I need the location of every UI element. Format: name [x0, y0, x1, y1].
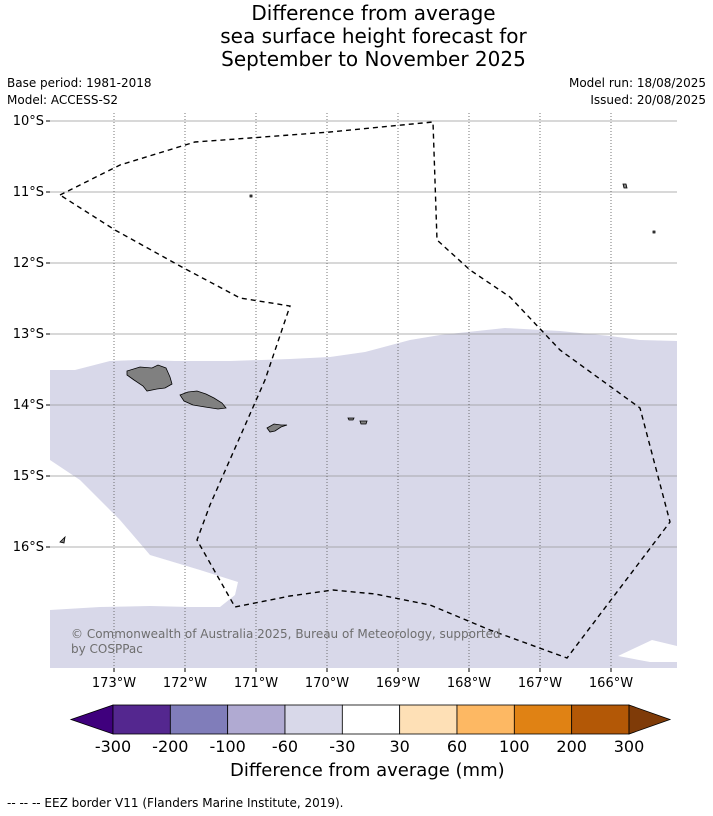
eez-footnote: -- -- -- EEZ border V11 (Flanders Marine… [7, 796, 344, 810]
meta-right: Model run: 18/08/2025 Issued: 20/08/2025 [569, 75, 706, 109]
island-tokelau [622, 183, 628, 189]
lat-labels: 10°S 11°S 12°S 13°S 14°S 15°S 16°S [13, 114, 44, 555]
colorbar-segment [169, 704, 229, 735]
colorbar-extend-low [69, 704, 114, 735]
title-line-1: Difference from average [251, 1, 496, 25]
colorbar [69, 704, 672, 735]
copyright: © Commonwealth of Australia 2025, Bureau… [71, 627, 501, 656]
colorbar-segment [456, 704, 515, 735]
chart-title: Difference from average sea surface heig… [0, 2, 713, 71]
issued-date: Issued: 20/08/2025 [590, 93, 706, 107]
lon-label-169w: 169°W [376, 676, 420, 691]
island-savaii [126, 364, 173, 392]
lon-label-172w: 172°W [163, 676, 207, 691]
colorbar-tick-label: -200 [152, 737, 188, 756]
colorbar-segment [571, 704, 630, 735]
title-line-2: sea surface height forecast for [220, 24, 527, 48]
lat-label-15s: 15°S [13, 469, 44, 484]
axis-ticks [46, 120, 612, 672]
colorbar-title: Difference from average (mm) [230, 760, 505, 781]
meta-left: Base period: 1981-2018 Model: ACCESS-S2 [7, 75, 152, 109]
lat-label-12s: 12°S [13, 256, 44, 271]
lon-label-167w: 167°W [518, 676, 562, 691]
lat-gridlines [50, 120, 677, 548]
colorbar-segment [284, 704, 343, 735]
lon-labels: 173°W 172°W 171°W 170°W 169°W 168°W 167°… [92, 676, 633, 691]
colorbar-segment [112, 704, 171, 735]
lon-label-170w: 170°W [305, 676, 349, 691]
colorbar-tick-label: 300 [614, 737, 645, 756]
eez-borders [58, 121, 671, 659]
base-period: Base period: 1981-2018 [7, 76, 152, 90]
colorbar-segment [399, 704, 458, 735]
colorbar-ticks: -300 -200 -100 -60 -30 30 60 100 200 300 [95, 737, 644, 756]
islands [59, 183, 656, 544]
model-name: Model: ACCESS-S2 [7, 93, 119, 107]
lon-label-166w: 166°W [589, 676, 633, 691]
copyright-line-2: by COSPPac [71, 642, 143, 656]
colorbar-tick-label: -300 [95, 737, 131, 756]
island-tutuila [266, 423, 288, 433]
colorbar-extend-high [628, 704, 672, 735]
lon-label-168w: 168°W [447, 676, 491, 691]
model-run: Model run: 18/08/2025 [568, 76, 706, 90]
lon-gridlines [113, 113, 612, 668]
island-swains [249, 194, 253, 198]
lon-label-173w: 173°W [92, 676, 136, 691]
colorbar-tick-label: -30 [329, 737, 355, 756]
island-small-east [652, 230, 656, 234]
island-small-west [59, 535, 66, 544]
sea-surface-field [50, 328, 677, 668]
colorbar-tick-label: -100 [210, 737, 246, 756]
colorbar-segment [227, 704, 286, 735]
lon-label-171w: 171°W [234, 676, 278, 691]
title-line-3: September to November 2025 [221, 47, 526, 71]
lat-label-10s: 10°S [13, 114, 44, 129]
colorbar-tick-label: 30 [389, 737, 409, 756]
lat-label-11s: 11°S [13, 185, 44, 200]
colorbar-tick-label: -60 [272, 737, 298, 756]
island-tau [359, 420, 368, 425]
eez-samoa [58, 121, 671, 659]
colorbar-tick-label: 200 [556, 737, 587, 756]
lat-label-16s: 16°S [13, 540, 44, 555]
island-upolu [179, 390, 227, 410]
colorbar-tick-label: 60 [447, 737, 467, 756]
island-ofu [347, 417, 355, 421]
lat-label-14s: 14°S [13, 398, 44, 413]
colorbar-tick-label: 100 [499, 737, 530, 756]
colorbar-segment [341, 704, 401, 735]
copyright-line-1: © Commonwealth of Australia 2025, Bureau… [71, 627, 501, 641]
lat-label-13s: 13°S [13, 327, 44, 342]
colorbar-segment [513, 704, 573, 735]
